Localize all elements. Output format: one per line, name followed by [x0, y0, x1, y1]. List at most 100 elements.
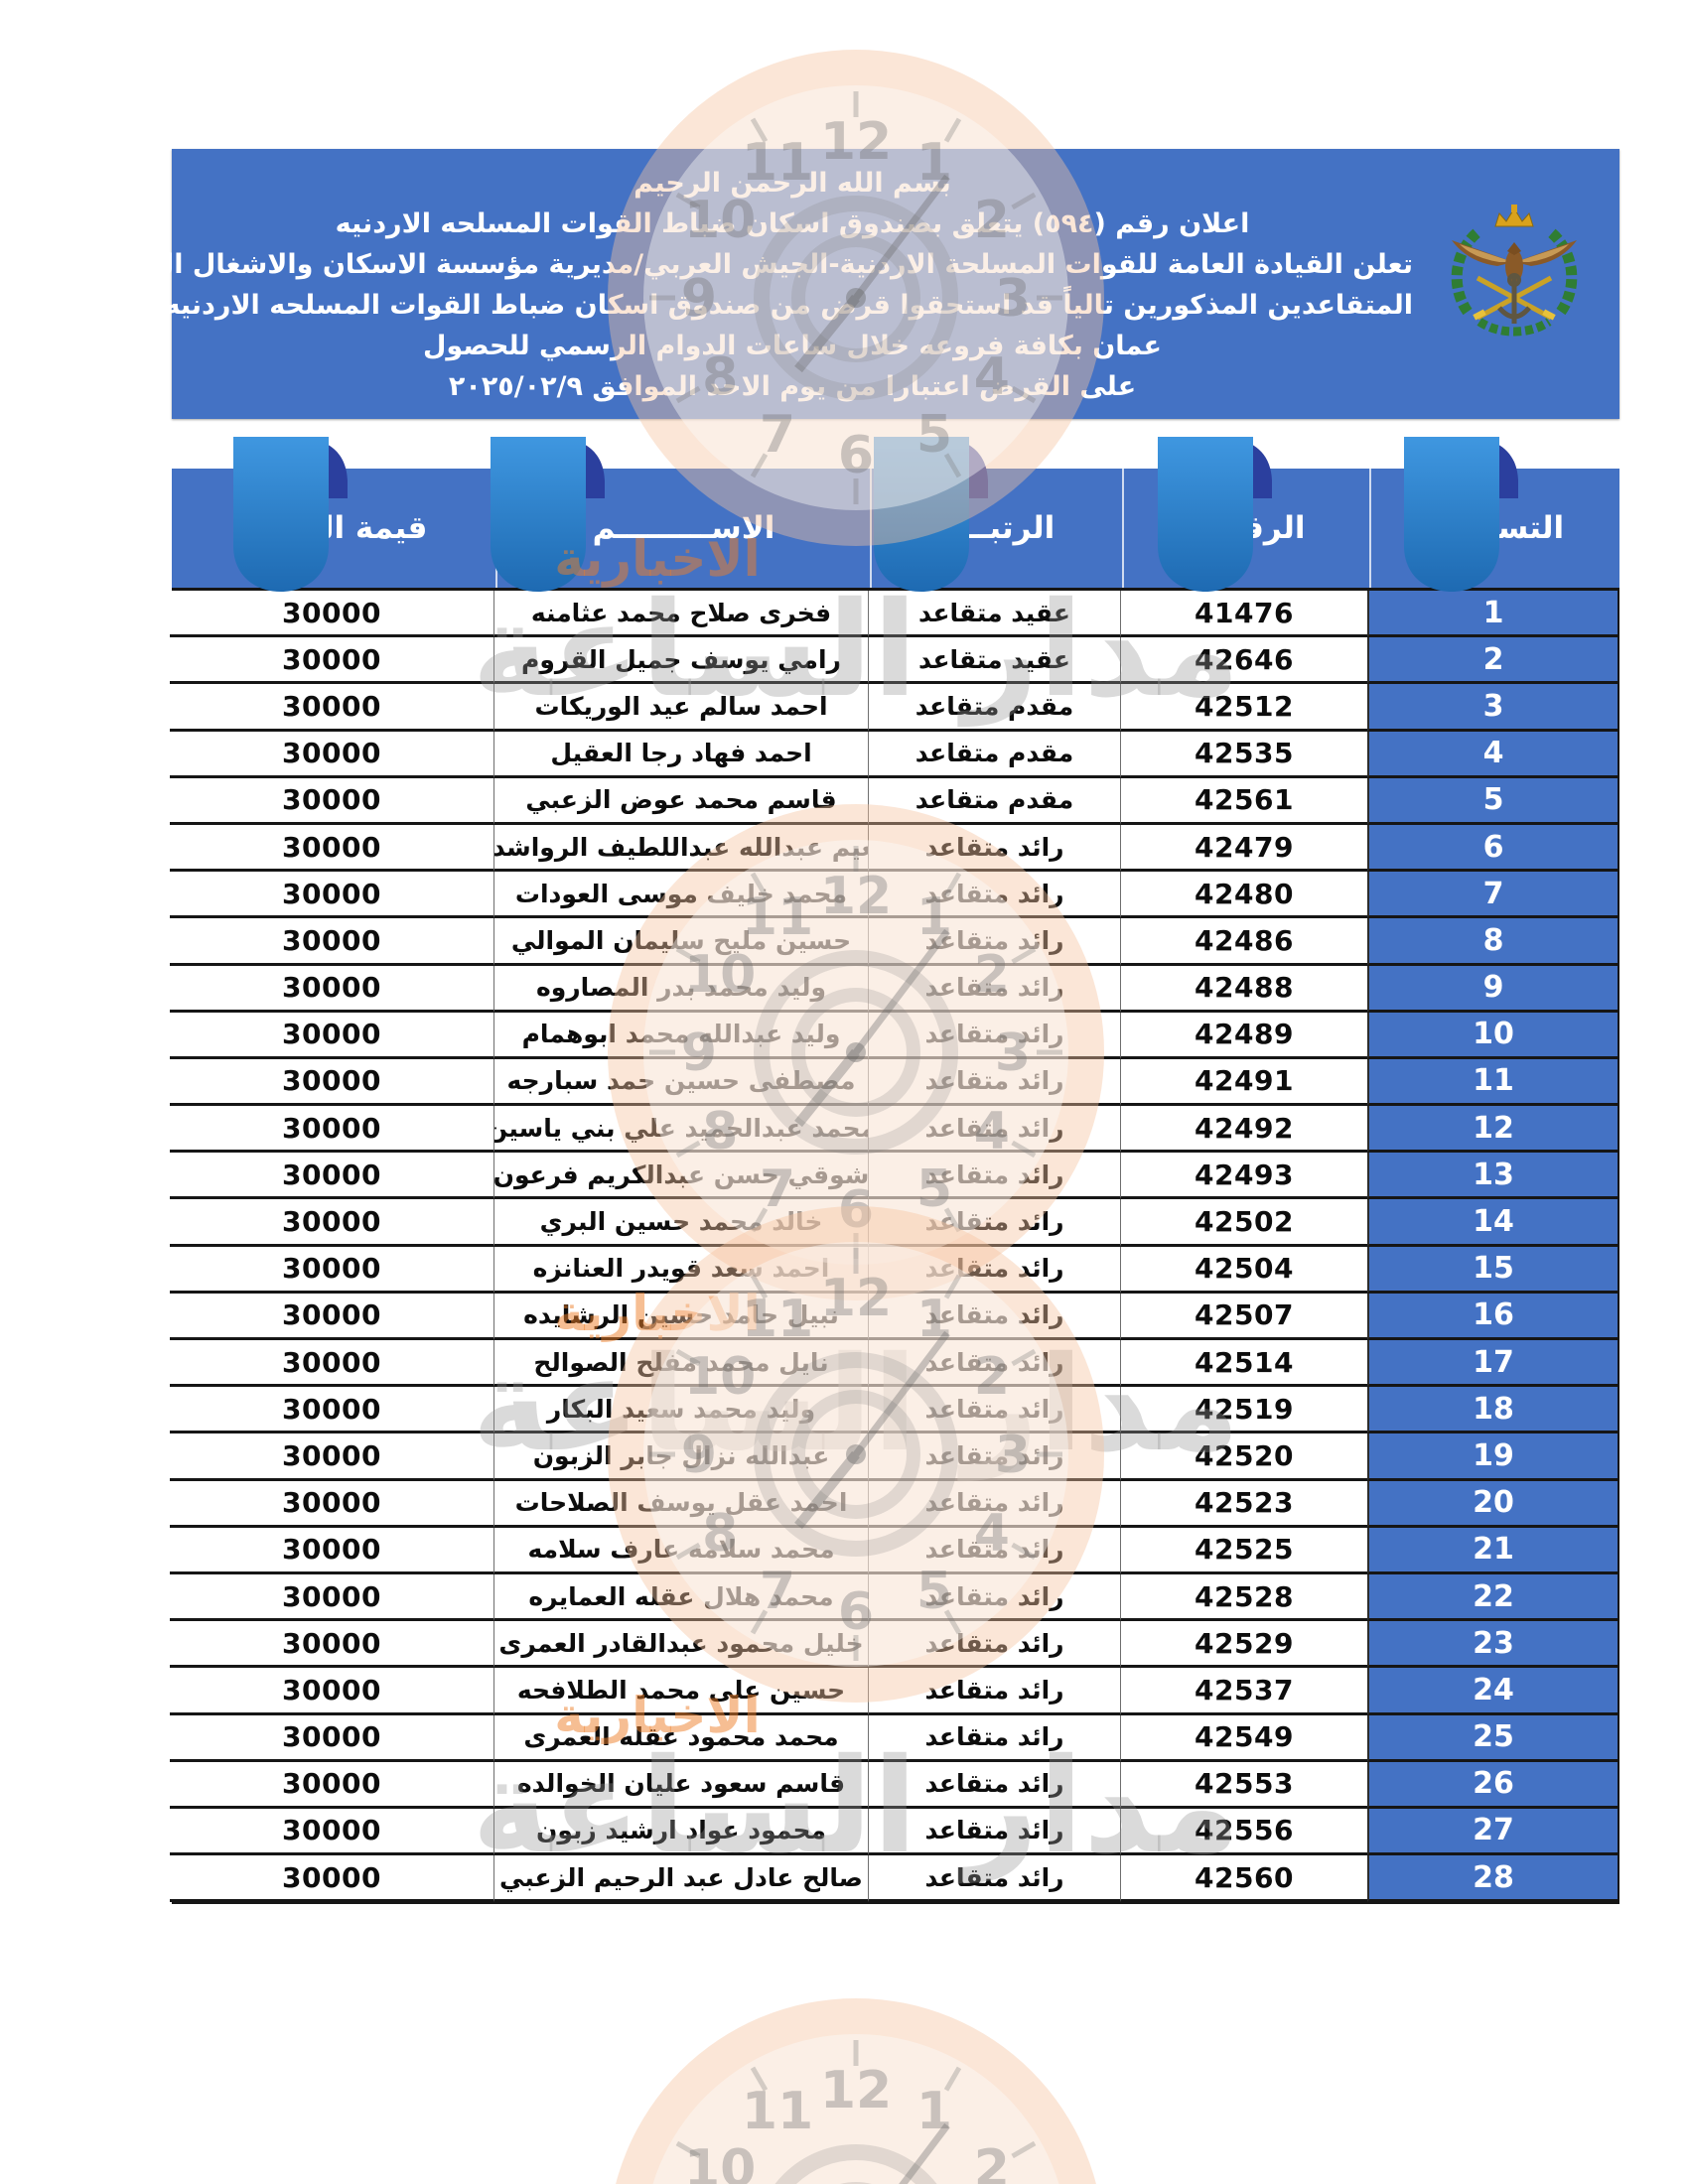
loan-cell: 30000: [170, 1058, 493, 1107]
number-cell: 42504: [1120, 1246, 1367, 1294]
loan-cell: 30000: [170, 1527, 493, 1574]
name-cell: رامي يوسف جميل القروم: [493, 637, 868, 685]
number-cell: 42489: [1120, 1012, 1367, 1059]
number-cell: 42523: [1120, 1480, 1367, 1528]
serial-cell: 20: [1367, 1480, 1618, 1528]
name-cell: محمد سلامه عارف سلامه: [493, 1527, 868, 1574]
name-cell: حسين مليح سليمان الموالي: [493, 918, 868, 966]
serial-cell: 11: [1367, 1058, 1618, 1107]
name-cell: عبدالله نزال جابر الزبون: [493, 1433, 868, 1481]
serial-cell: 8: [1367, 918, 1618, 966]
ribbon-bookmark-icon: [233, 437, 348, 592]
name-cell: خالد محمد حسين البري: [493, 1199, 868, 1247]
column-header-name: الاســـــــــم: [495, 469, 870, 588]
name-cell: احمد سالم عيد الوريكات: [493, 684, 868, 732]
number-cell: 42560: [1120, 1855, 1367, 1903]
loan-table-body: 1 41476 عقيد متقاعد فخرى صلاح محمد عثامنه 30…: [170, 588, 1619, 1905]
name-cell: وليد عبدالله محمد ابوهمام: [493, 1012, 868, 1059]
number-cell: 42486: [1120, 918, 1367, 966]
loan-cell: 30000: [170, 1855, 493, 1903]
rank-cell: رائد متقاعد: [868, 1387, 1120, 1434]
number-cell: 42525: [1120, 1527, 1367, 1574]
name-cell: احمد سعد قويدر العنانزه: [493, 1246, 868, 1294]
loan-cell: 30000: [170, 965, 493, 1013]
rank-cell: رائد متقاعد: [868, 1106, 1120, 1154]
announcement-body-line1: تعلن القيادة العامة للقوات المسلحة الارد…: [0, 249, 1413, 280]
serial-cell: 2: [1367, 637, 1618, 685]
number-cell: 42507: [1120, 1293, 1367, 1340]
rank-cell: رائد متقاعد: [868, 1527, 1120, 1574]
name-cell: قاسم سعود عليان الخوالده: [493, 1761, 868, 1809]
rank-cell: رائد متقاعد: [868, 1012, 1120, 1059]
loan-cell: 30000: [170, 1246, 493, 1294]
loan-cell: 30000: [170, 1012, 493, 1059]
ribbon-bookmark-icon: [874, 437, 988, 592]
name-cell: محمد محمود عقله العمرى: [493, 1714, 868, 1762]
number-cell: 42488: [1120, 965, 1367, 1013]
announcement-body-line2: المتقاعدين المذكورين تالياً قد استحقوا ق…: [0, 290, 1413, 321]
rank-cell: رائد متقاعد: [868, 824, 1120, 873]
loan-cell: 30000: [170, 1106, 493, 1154]
name-cell: وليد محمد سعيد البكار: [493, 1387, 868, 1434]
serial-cell: 6: [1367, 824, 1618, 873]
loan-cell: 30000: [170, 591, 493, 638]
ribbon-bookmark-icon: [491, 437, 605, 592]
rank-cell: رائد متقاعد: [868, 1855, 1120, 1903]
number-cell: 42514: [1120, 1340, 1367, 1388]
serial-cell: 16: [1367, 1293, 1618, 1340]
announcement-header-box: بسم الله الرحمن الرحيم اعلان رقم (٥٩٤) ي…: [0, 149, 1619, 419]
rank-cell: رائد متقاعد: [868, 1058, 1120, 1107]
loan-cell: 30000: [170, 1573, 493, 1622]
serial-cell: 23: [1367, 1621, 1618, 1669]
loan-cell: 30000: [170, 684, 493, 732]
serial-cell: 1: [1367, 591, 1618, 638]
serial-cell: 13: [1367, 1153, 1618, 1200]
serial-cell: 21: [1367, 1527, 1618, 1574]
serial-cell: 3: [1367, 684, 1618, 732]
loan-cell: 30000: [170, 1714, 493, 1762]
loan-cell: 30000: [170, 1761, 493, 1809]
serial-cell: 22: [1367, 1573, 1618, 1622]
number-cell: 42480: [1120, 872, 1367, 919]
serial-cell: 5: [1367, 777, 1618, 825]
loan-cell: 30000: [170, 1153, 493, 1200]
rank-cell: رائد متقاعد: [868, 1808, 1120, 1856]
loan-cell: 30000: [170, 1433, 493, 1481]
name-cell: محمد عبدالحميد علي بني ياسين: [493, 1106, 868, 1154]
svg-text:12: 12: [820, 2061, 892, 2120]
number-cell: 42491: [1120, 1058, 1367, 1107]
announcement-date-line: على القرض اعتبارا من يوم الاحد الموافق ٢…: [448, 371, 1137, 402]
number-cell: 42528: [1120, 1573, 1367, 1622]
rank-cell: رائد متقاعد: [868, 918, 1120, 966]
svg-text:1: 1: [916, 2082, 952, 2141]
name-cell: وليد محمد بدر المصاروه: [493, 965, 868, 1013]
rank-cell: رائد متقاعد: [868, 1573, 1120, 1622]
rank-cell: رائد متقاعد: [868, 872, 1120, 919]
serial-cell: 18: [1367, 1387, 1618, 1434]
number-cell: 42529: [1120, 1621, 1367, 1669]
loan-cell: 30000: [170, 1293, 493, 1340]
announcement-text-block: بسم الله الرحمن الرحيم اعلان رقم (٥٩٤) ي…: [0, 163, 1413, 407]
number-cell: 42512: [1120, 684, 1367, 732]
rank-cell: رائد متقاعد: [868, 1714, 1120, 1762]
serial-cell: 14: [1367, 1199, 1618, 1247]
number-cell: 42502: [1120, 1199, 1367, 1247]
name-cell: مصطفى حسين حمد سبارجه: [493, 1058, 868, 1107]
rank-cell: رائد متقاعد: [868, 1761, 1120, 1809]
basmala-line: بسم الله الرحمن الرحيم: [633, 168, 951, 199]
rank-cell: رائد متقاعد: [868, 1433, 1120, 1481]
rank-cell: رائد متقاعد: [868, 965, 1120, 1013]
rank-cell: رائد متقاعد: [868, 1199, 1120, 1247]
loan-cell: 30000: [170, 637, 493, 685]
serial-cell: 25: [1367, 1714, 1618, 1762]
announcement-body-line3: عمان بكافة فروعه خلال ساعات الدوام الرسم…: [423, 331, 1162, 361]
svg-text:11: 11: [742, 2082, 813, 2141]
name-cell: خليل محمود عبدالقادر العمرى: [493, 1621, 868, 1669]
name-cell: نايل محمد مفلح الصوالح: [493, 1340, 868, 1388]
announcement-title-line: اعلان رقم (٥٩٤) يتعلق بصندوق اسكان ضباط …: [335, 208, 1250, 239]
loan-cell: 30000: [170, 824, 493, 873]
name-cell: قاسم محمد عوض الزعبي: [493, 777, 868, 825]
loan-cell: 30000: [170, 1199, 493, 1247]
svg-text:2: 2: [974, 2139, 1010, 2184]
